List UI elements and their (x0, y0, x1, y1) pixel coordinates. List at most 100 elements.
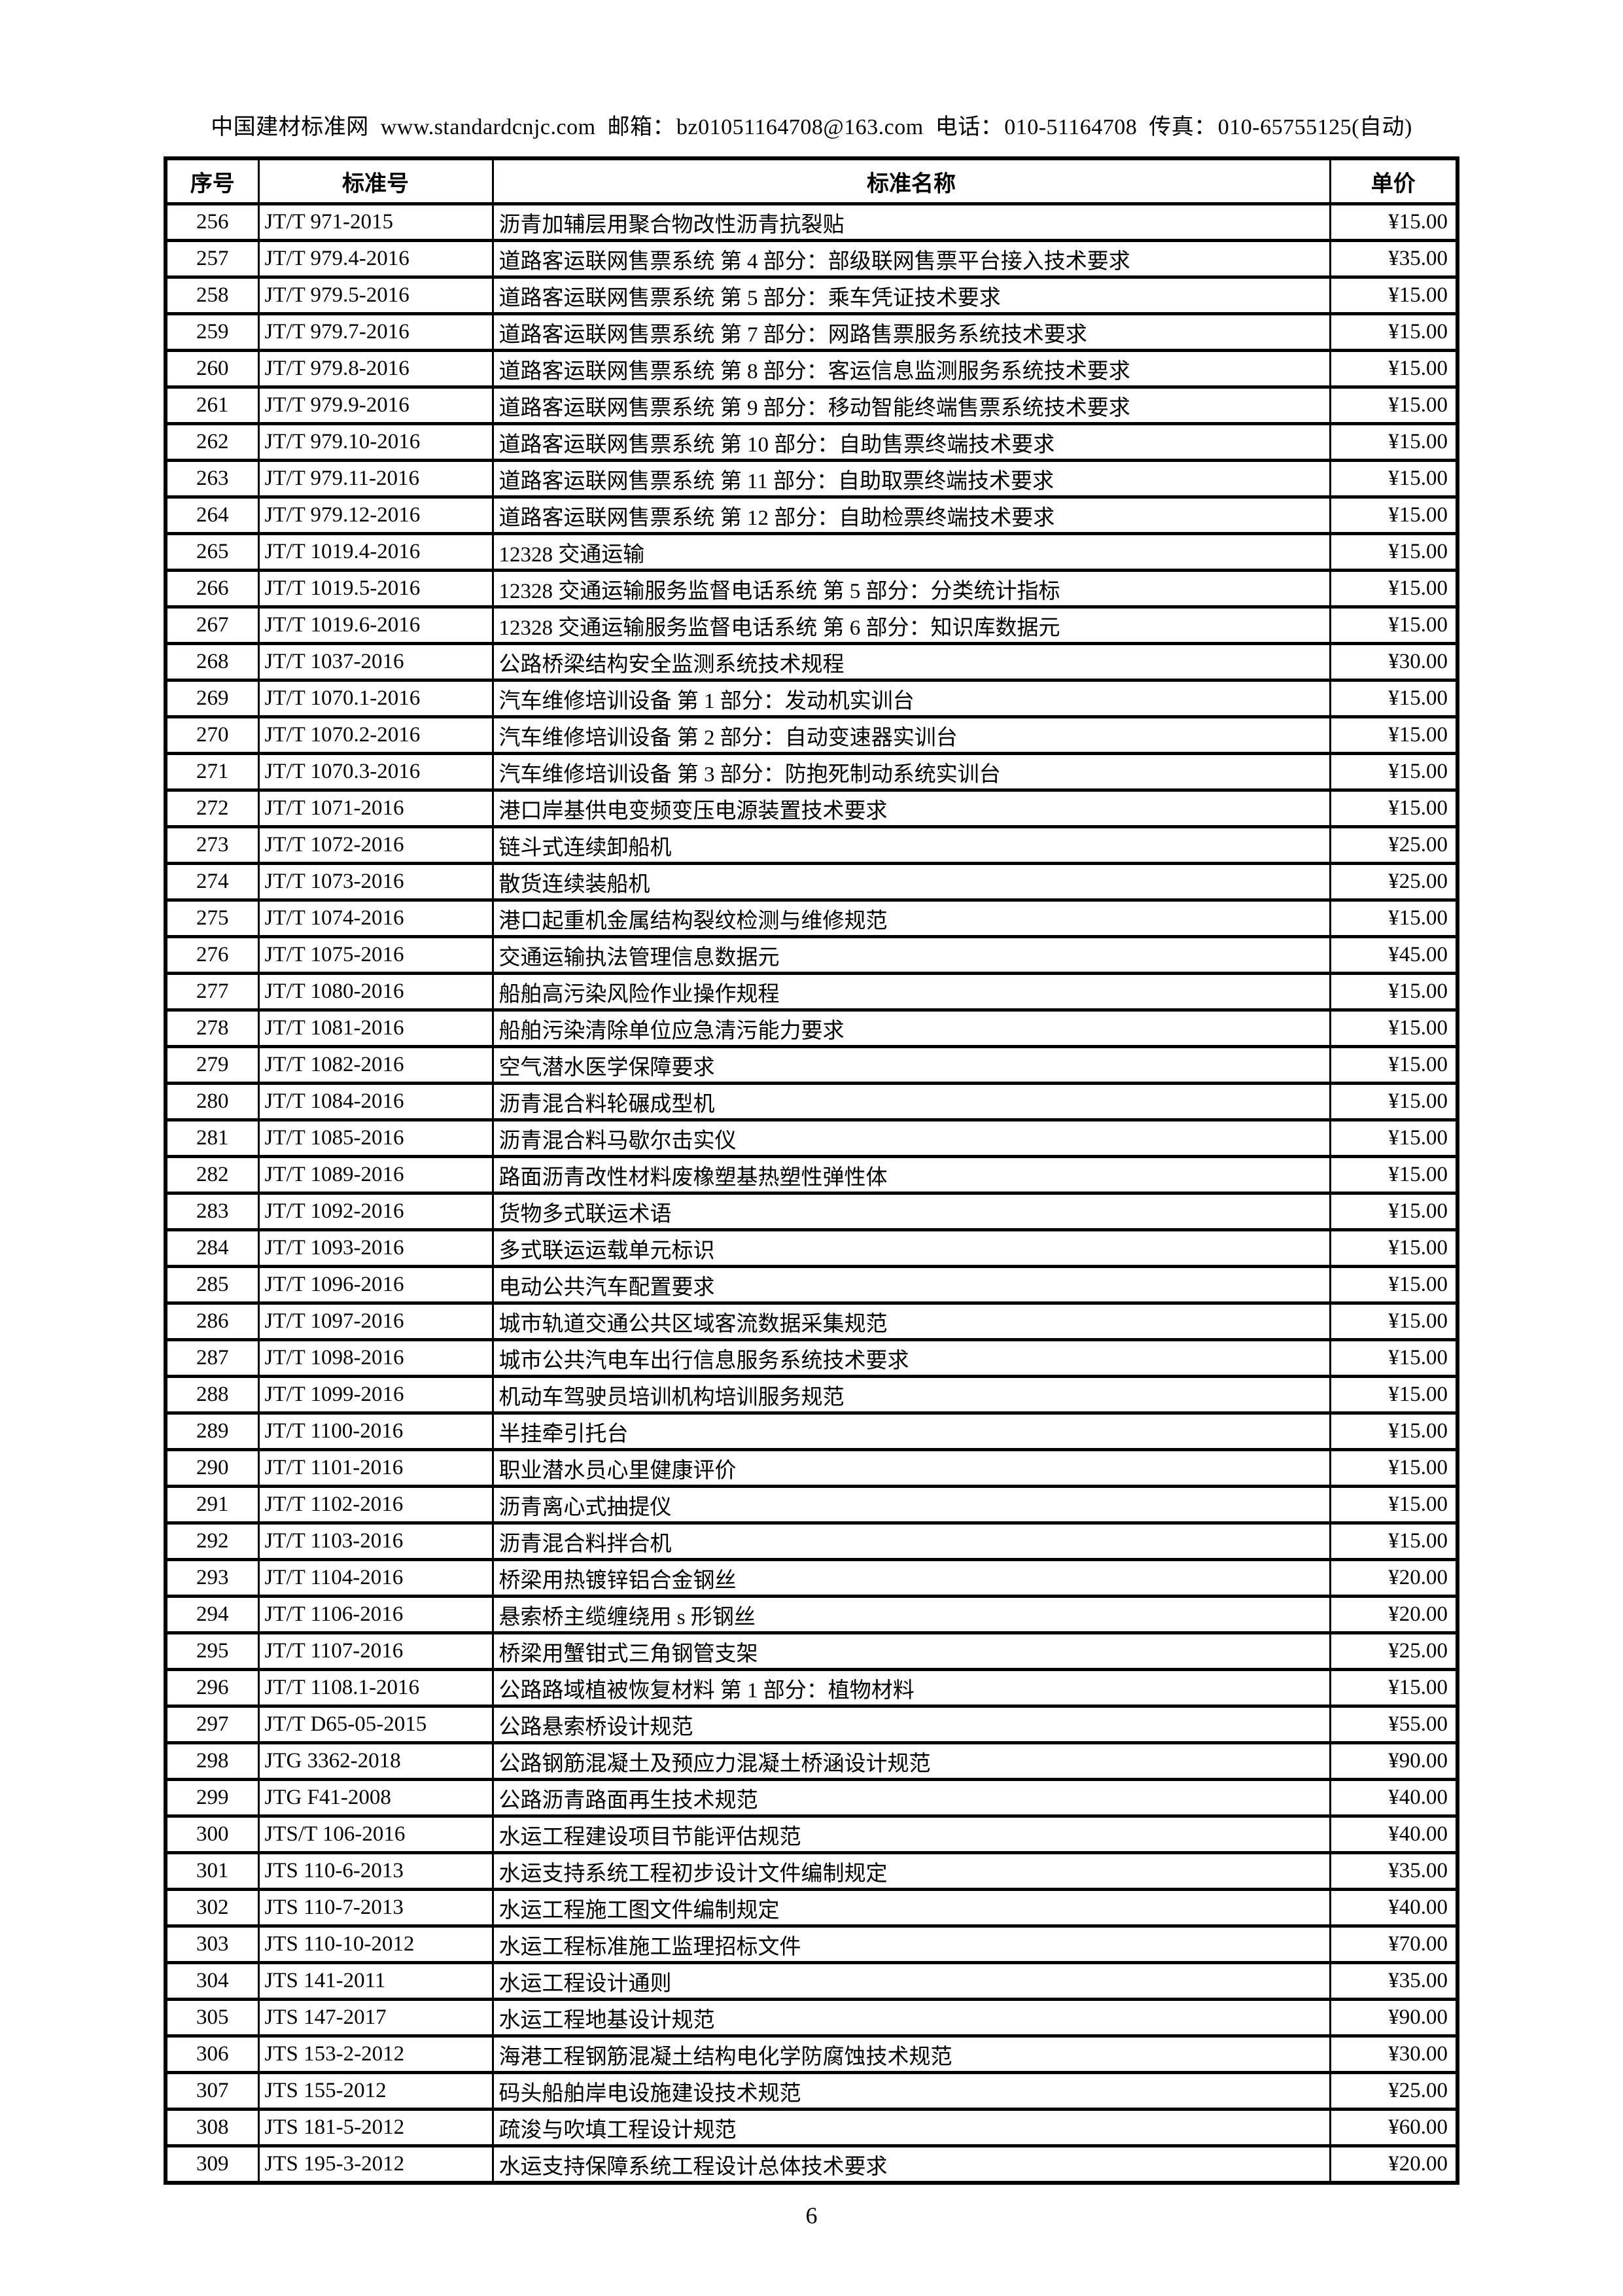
row-index-cell: 290 (164, 1448, 260, 1488)
column-header-index: 序号 (164, 156, 260, 205)
standard-number-cell: JTS 147-2017 (257, 1998, 494, 2038)
standard-name-cell: 道路客运联网售票系统 第 11 部分：自助取票终端技术要求 (491, 459, 1331, 499)
standard-name-cell: 12328 交通运输服务监督电话系统 第 6 部分：知识库数据元 (491, 605, 1331, 645)
price-cell: ¥30.00 (1329, 642, 1459, 682)
row-index-cell: 269 (164, 679, 260, 718)
price-cell: ¥40.00 (1329, 1888, 1459, 1928)
price-cell: ¥15.00 (1329, 1082, 1459, 1122)
table-row: 268 JT/T 1037-2016 公路桥梁结构安全监测系统技术规程 ¥30.00 (164, 642, 1459, 682)
price-cell: ¥15.00 (1329, 1228, 1459, 1268)
standard-name-cell: 公路桥梁结构安全监测系统技术规程 (491, 642, 1331, 682)
price-cell: ¥25.00 (1329, 1631, 1459, 1671)
standard-name-cell: 电动公共汽车配置要求 (491, 1265, 1331, 1305)
price-cell: ¥15.00 (1329, 1668, 1459, 1708)
row-index-cell: 273 (164, 825, 260, 865)
row-index-cell: 289 (164, 1411, 260, 1451)
table-row: 275 JT/T 1074-2016 港口起重机金属结构裂纹检测与维修规范 ¥15.0… (164, 898, 1459, 938)
price-cell: ¥15.00 (1329, 495, 1459, 535)
standard-name-cell: 港口岸基供电变频变压电源装置技术要求 (491, 788, 1331, 828)
standard-number-cell: JTS 141-2011 (257, 1961, 494, 2001)
row-index-cell: 276 (164, 935, 260, 975)
email-segment: 邮箱：bz01051164708@163.com (608, 115, 924, 139)
standard-number-cell: JT/T 1093-2016 (257, 1228, 494, 1268)
email-value: bz01051164708@163.com (676, 115, 924, 139)
price-cell: ¥15.00 (1329, 1338, 1459, 1378)
table-row: 256 JT/T 971-2015 沥青加辅层用聚合物改性沥青抗裂贴 ¥15.00 (164, 202, 1459, 242)
table-row: 306 JTS 153-2-2012 海港工程钢筋混凝土结构电化学防腐蚀技术规范 ¥3… (164, 2034, 1459, 2074)
table-row: 292 JT/T 1103-2016 沥青混合料拌合机 ¥15.00 (164, 1521, 1459, 1561)
standard-number-cell: JT/T 1019.5-2016 (257, 569, 494, 609)
standard-name-cell: 海港工程钢筋混凝土结构电化学防腐蚀技术规范 (491, 2034, 1331, 2074)
row-index-cell: 307 (164, 2071, 260, 2111)
table-row: 281 JT/T 1085-2016 沥青混合料马歇尔击实仪 ¥15.00 (164, 1118, 1459, 1158)
row-index-cell: 267 (164, 605, 260, 645)
standard-number-cell: JTS 195-3-2012 (257, 2144, 494, 2185)
standard-number-cell: JT/T 1092-2016 (257, 1192, 494, 1231)
standard-name-cell: 公路悬索桥设计规范 (491, 1704, 1331, 1744)
standard-number-cell: JT/T 979.9-2016 (257, 385, 494, 425)
table-row: 307 JTS 155-2012 码头船舶岸电设施建设技术规范 ¥25.00 (164, 2071, 1459, 2111)
table-row: 304 JTS 141-2011 水运工程设计通则 ¥35.00 (164, 1961, 1459, 2001)
price-cell: ¥15.00 (1329, 1155, 1459, 1195)
price-cell: ¥15.00 (1329, 788, 1459, 828)
table-row: 299 JTG F41-2008 公路沥青路面再生技术规范 ¥40.00 (164, 1778, 1459, 1818)
standard-number-cell: JT/T 1107-2016 (257, 1631, 494, 1671)
standard-number-cell: JTG F41-2008 (257, 1778, 494, 1818)
standard-name-cell: 空气潜水医学保障要求 (491, 1045, 1331, 1085)
price-cell: ¥15.00 (1329, 679, 1459, 718)
standard-name-cell: 半挂牵引托台 (491, 1411, 1331, 1451)
standard-number-cell: JT/T 1081-2016 (257, 1008, 494, 1048)
standard-name-cell: 道路客运联网售票系统 第 8 部分：客运信息监测服务系统技术要求 (491, 349, 1331, 389)
table-row: 290 JT/T 1101-2016 职业潜水员心里健康评价 ¥15.00 (164, 1448, 1459, 1488)
standard-number-cell: JT/T 1070.2-2016 (257, 715, 494, 755)
document-header-line: 中国建材标准网 www.standardcnjc.com 邮箱：bz01051164… (0, 0, 1623, 141)
table-row: 287 JT/T 1098-2016 城市公共汽电车出行信息服务系统技术要求 ¥15.… (164, 1338, 1459, 1378)
table-row: 293 JT/T 1104-2016 桥梁用热镀锌铝合金钢丝 ¥20.00 (164, 1558, 1459, 1598)
standard-number-cell: JT/T 1070.1-2016 (257, 679, 494, 718)
table-row: 285 JT/T 1096-2016 电动公共汽车配置要求 ¥15.00 (164, 1265, 1459, 1305)
row-index-cell: 296 (164, 1668, 260, 1708)
table-row: 271 JT/T 1070.3-2016 汽车维修培训设备 第 3 部分：防抱死制动… (164, 752, 1459, 792)
row-index-cell: 297 (164, 1704, 260, 1744)
standard-number-cell: JT/T 1108.1-2016 (257, 1668, 494, 1708)
price-cell: ¥15.00 (1329, 605, 1459, 645)
row-index-cell: 261 (164, 385, 260, 425)
table-row: 278 JT/T 1081-2016 船舶污染清除单位应急清污能力要求 ¥15.00 (164, 1008, 1459, 1048)
standard-number-cell: JT/T 1071-2016 (257, 788, 494, 828)
fax-label: 传真： (1149, 115, 1217, 139)
phone-value: 010-51164708 (1004, 115, 1138, 139)
standard-name-cell: 交通运输执法管理信息数据元 (491, 935, 1331, 975)
table-row: 277 JT/T 1080-2016 船舶高污染风险作业操作规程 ¥15.00 (164, 972, 1459, 1012)
table-row: 273 JT/T 1072-2016 链斗式连续卸船机 ¥25.00 (164, 825, 1459, 865)
table-row: 276 JT/T 1075-2016 交通运输执法管理信息数据元 ¥45.00 (164, 935, 1459, 975)
standard-number-cell: JT/T 1075-2016 (257, 935, 494, 975)
phone-segment: 电话：010-51164708 (935, 115, 1138, 139)
row-index-cell: 286 (164, 1301, 260, 1341)
standard-name-cell: 道路客运联网售票系统 第 12 部分：自助检票终端技术要求 (491, 495, 1331, 535)
standard-name-cell: 水运工程建设项目节能评估规范 (491, 1814, 1331, 1854)
column-header-standard-number: 标准号 (257, 156, 494, 205)
table-row: 265 JT/T 1019.4-2016 12328 交通运输 ¥15.00 (164, 532, 1459, 572)
standard-number-cell: JT/T 1104-2016 (257, 1558, 494, 1598)
table-row: 263 JT/T 979.11-2016 道路客运联网售票系统 第 11 部分：自助… (164, 459, 1459, 499)
fax-value: 010-65755125(自动) (1217, 115, 1412, 139)
column-header-standard-name: 标准名称 (491, 156, 1331, 205)
table-row: 297 JT/T D65-05-2015 公路悬索桥设计规范 ¥55.00 (164, 1704, 1459, 1744)
price-cell: ¥15.00 (1329, 1521, 1459, 1561)
row-index-cell: 264 (164, 495, 260, 535)
price-cell: ¥15.00 (1329, 1411, 1459, 1451)
table-header: 序号 标准号 标准名称 单价 (164, 156, 1459, 205)
table-row: 298 JTG 3362-2018 公路钢筋混凝土及预应力混凝土桥涵设计规范 ¥90.… (164, 1741, 1459, 1781)
price-cell: ¥25.00 (1329, 825, 1459, 865)
standard-number-cell: JTS 153-2-2012 (257, 2034, 494, 2074)
email-label: 邮箱： (607, 115, 676, 139)
table-row: 300 JTS/T 106-2016 水运工程建设项目节能评估规范 ¥40.00 (164, 1814, 1459, 1854)
row-index-cell: 274 (164, 862, 260, 902)
standard-name-cell: 散货连续装船机 (491, 862, 1331, 902)
price-cell: ¥60.00 (1329, 2108, 1459, 2147)
price-cell: ¥15.00 (1329, 1045, 1459, 1085)
standard-name-cell: 沥青混合料轮碾成型机 (491, 1082, 1331, 1122)
table-row: 257 JT/T 979.4-2016 道路客运联网售票系统 第 4 部分：部级联网… (164, 239, 1459, 279)
row-index-cell: 304 (164, 1961, 260, 2001)
price-cell: ¥90.00 (1329, 1998, 1459, 2038)
